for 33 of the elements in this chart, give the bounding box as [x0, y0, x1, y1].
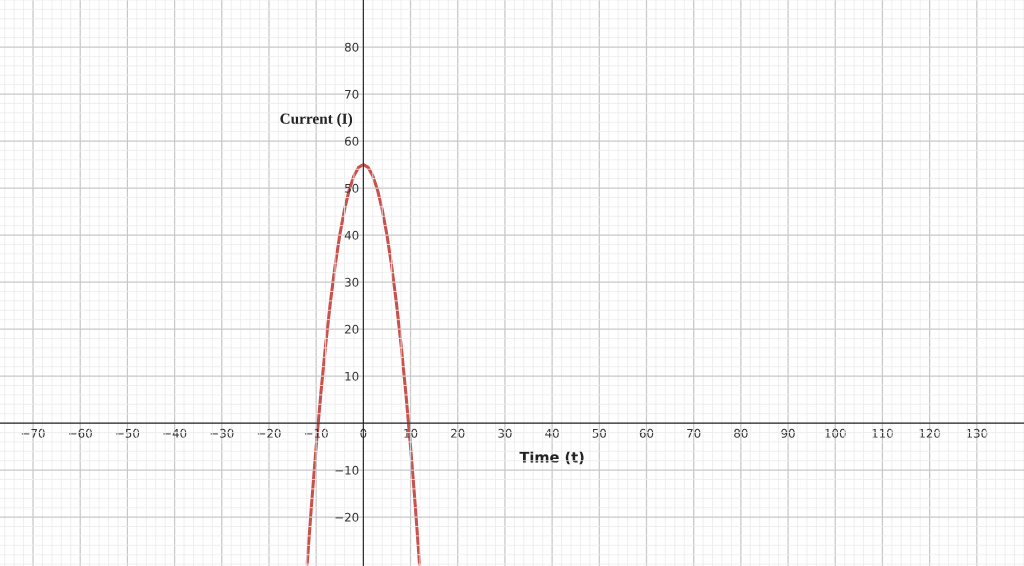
y-tick-label: 60: [344, 136, 359, 146]
x-tick-label: −30: [210, 428, 234, 438]
y-tick-label: −10: [335, 465, 359, 475]
x-tick-label: 100: [825, 428, 846, 438]
x-tick-label: 40: [545, 428, 559, 438]
x-tick-label: 50: [592, 428, 607, 438]
x-tick-label: 90: [781, 428, 795, 438]
x-tick-label: 120: [919, 428, 941, 438]
y-tick-label: 10: [345, 371, 359, 381]
x-tick-label: 80: [734, 428, 748, 438]
x-tick-label: −70: [21, 428, 45, 438]
y-tick-label: 70: [345, 89, 359, 99]
x-tick-label: 60: [639, 428, 654, 438]
x-tick-label: 10: [404, 428, 418, 438]
y-tick-label: 30: [345, 277, 359, 287]
x-tick-label: −40: [163, 428, 187, 438]
x-tick-label: −20: [257, 428, 281, 438]
y-tick-label: 80: [344, 42, 359, 52]
x-axis-title: Time (t): [519, 451, 584, 465]
x-tick-label: 30: [498, 428, 512, 438]
x-tick-label: 130: [966, 428, 988, 438]
x-tick-label: −50: [116, 428, 140, 438]
x-tick-label: −60: [69, 428, 92, 438]
x-tick-label: 20: [451, 428, 465, 438]
x-tick-label: −10: [304, 428, 328, 438]
y-axis-title: Current (I): [280, 113, 353, 127]
x-tick-label: 110: [872, 428, 893, 438]
x-tick-label: 70: [687, 428, 701, 438]
y-tick-label: −20: [335, 512, 359, 522]
y-tick-label: 20: [345, 324, 359, 334]
line-series: [305, 163, 422, 566]
y-tick-label: 40: [344, 230, 359, 240]
y-tick-label: 50: [345, 183, 359, 193]
